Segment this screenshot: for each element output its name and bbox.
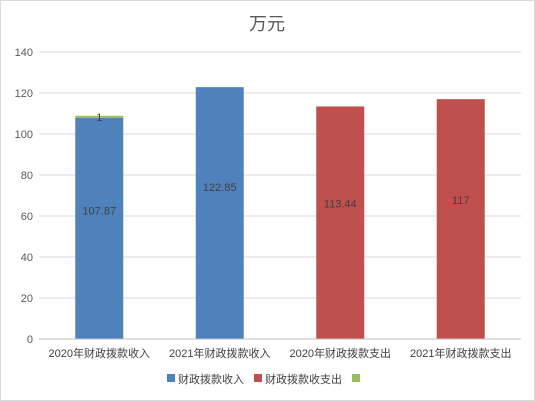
y-tick-label: 40: [21, 252, 33, 264]
y-tick-label: 120: [15, 88, 33, 100]
x-tick-label: 2021年财政拨款支出: [410, 346, 511, 360]
legend-swatch: [167, 374, 175, 382]
y-tick-label: 80: [21, 170, 33, 182]
data-label: 1: [96, 112, 102, 124]
data-label: 107.87: [82, 205, 116, 217]
y-tick-label: 140: [15, 47, 33, 59]
bar-segment: [75, 115, 124, 118]
legend: 财政拨款收入 财政拨款收支出: [167, 372, 360, 386]
data-label: 113.44: [324, 199, 357, 211]
legend-swatch: [352, 374, 360, 382]
bar-segment: [195, 87, 244, 339]
legend-label: 财政拨款收入: [178, 372, 244, 386]
bars: 107.87 122.85 113.44 117 1: [75, 87, 485, 340]
x-axis: 2020年财政拨款收入 2021年财政拨款收入 2020年财政拨款支出 2021年财政…: [39, 338, 521, 360]
legend-swatch: [254, 374, 262, 382]
bar-segment: [316, 106, 365, 339]
legend-label: 财政拨款收支出: [265, 372, 342, 386]
x-tick-label: 2021年财政拨款收入: [169, 346, 270, 360]
x-tick-label: 2020年财政拨款支出: [290, 346, 391, 360]
data-label: 122.85: [203, 182, 237, 194]
y-axis: 0 20 40 60 80 100 120 140: [15, 47, 33, 346]
chart-title: 万元: [249, 14, 285, 34]
y-tick-label: 0: [27, 334, 33, 346]
y-tick-label: 60: [21, 211, 33, 223]
bar-segment: [75, 117, 124, 339]
y-tick-label: 100: [15, 129, 33, 141]
data-label: 117: [452, 195, 470, 207]
bar-segment: [436, 99, 485, 340]
y-tick-label: 20: [21, 293, 33, 305]
x-tick-label: 2020年财政拨款收入: [49, 346, 150, 360]
